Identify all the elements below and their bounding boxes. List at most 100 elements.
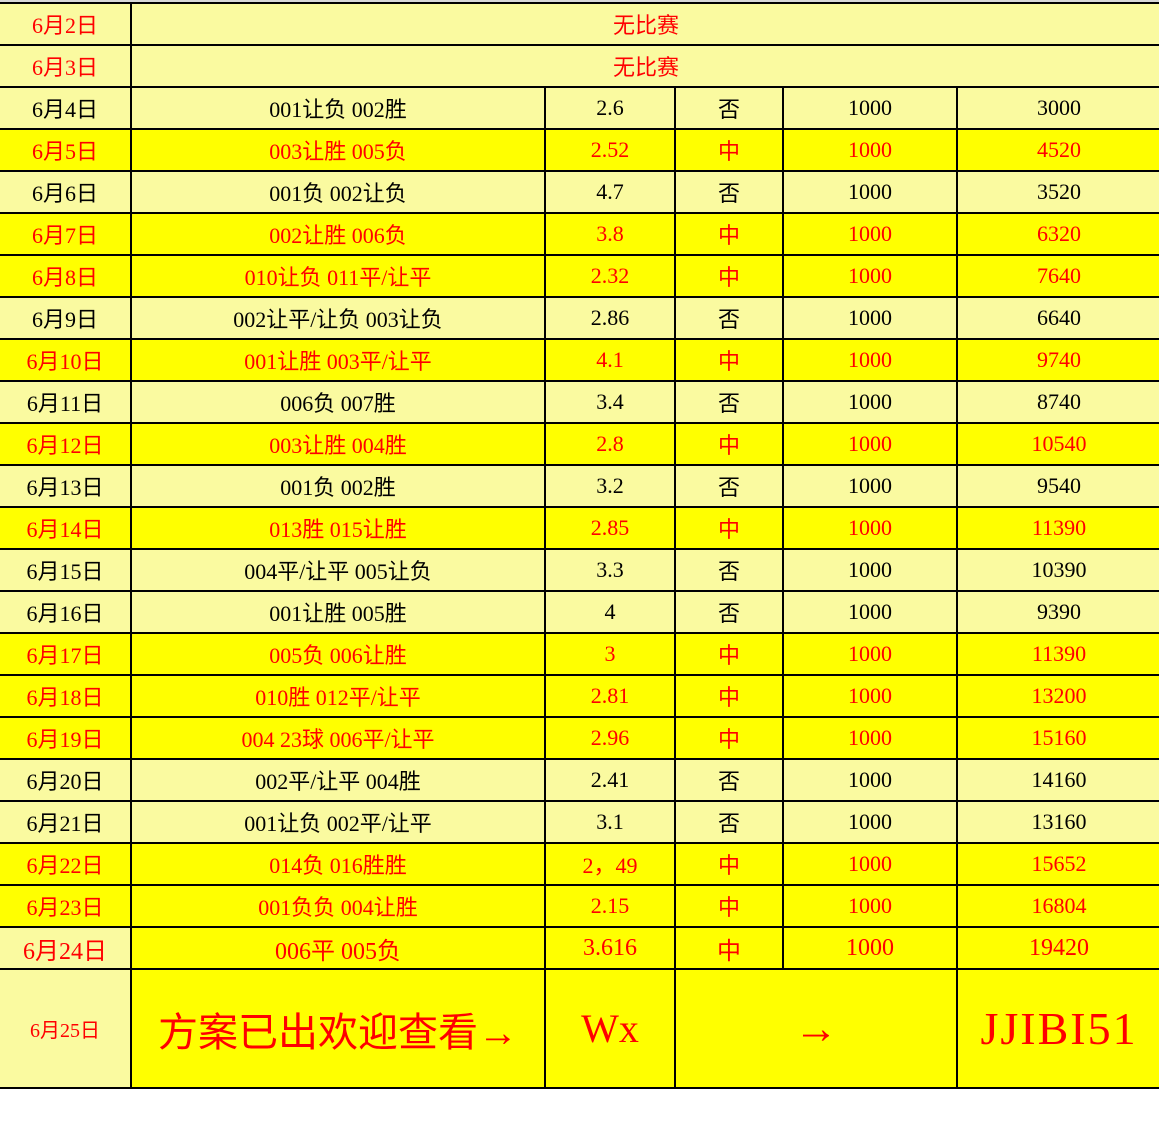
result-cell: 中	[674, 254, 784, 298]
stake-cell: 1000	[782, 758, 958, 802]
no-match-row: 6月3日 无比赛	[0, 44, 1159, 88]
result-cell: 否	[674, 590, 784, 634]
balance-cell: 6640	[955, 296, 1159, 340]
odds-cell: 3.3	[544, 548, 676, 592]
stake-cell: 1000	[782, 296, 958, 340]
date-cell: 6月11日	[0, 380, 132, 424]
stake-cell: 1000	[782, 632, 958, 676]
result-cell: 中	[674, 338, 784, 382]
date-cell: 6月16日	[0, 590, 132, 634]
picks-cell: 001让胜 005胜	[130, 590, 546, 634]
odds-cell: 2，49	[544, 842, 676, 886]
result-cell: 中	[674, 716, 784, 760]
stake-cell: 1000	[782, 128, 958, 172]
odds-cell: 4.7	[544, 170, 676, 214]
table-row: 6月11日 006负 007胜 3.4 否 1000 8740	[0, 380, 1159, 424]
table-row: 6月24日 006平 005负 3.616 中 1000 19420	[0, 926, 1159, 970]
stake-cell: 1000	[782, 212, 958, 256]
date-cell: 6月14日	[0, 506, 132, 550]
balance-cell: 4520	[955, 128, 1159, 172]
result-cell: 否	[674, 380, 784, 424]
no-match-cell: 无比赛	[129, 2, 1159, 46]
odds-cell: 2.32	[544, 254, 676, 298]
odds-cell: 2.96	[544, 716, 676, 760]
result-cell: 中	[674, 674, 784, 718]
balance-cell: 7640	[955, 254, 1159, 298]
top-border	[0, 0, 1159, 2]
result-cell: 中	[674, 926, 784, 970]
stake-cell: 1000	[782, 254, 958, 298]
balance-cell: 15652	[955, 842, 1159, 886]
balance-cell: 6320	[955, 212, 1159, 256]
table-row: 6月10日 001让胜 003平/让平 4.1 中 1000 9740	[0, 338, 1159, 382]
odds-cell: 3.4	[544, 380, 676, 424]
balance-cell: 13200	[955, 674, 1159, 718]
date-cell: 6月18日	[0, 674, 132, 718]
date-cell: 6月12日	[0, 422, 132, 466]
date-cell: 6月17日	[0, 632, 132, 676]
stake-cell: 1000	[782, 590, 958, 634]
odds-cell: 3.616	[544, 926, 676, 970]
picks-cell: 006平 005负	[130, 926, 546, 970]
table-row: 6月13日 001负 002胜 3.2 否 1000 9540	[0, 464, 1159, 508]
result-cell: 否	[674, 758, 784, 802]
code-cell: JJIBI51	[955, 968, 1159, 1089]
odds-cell: 2.81	[544, 674, 676, 718]
date-cell: 6月2日	[0, 2, 132, 46]
table-row: 6月21日 001让负 002平/让平 3.1 否 1000 13160	[0, 800, 1159, 844]
picks-cell: 004平/让平 005让负	[130, 548, 546, 592]
date-cell: 6月8日	[0, 254, 132, 298]
balance-cell: 3000	[955, 86, 1159, 130]
odds-cell: 2.86	[544, 296, 676, 340]
table-row: 6月6日 001负 002让负 4.7 否 1000 3520	[0, 170, 1159, 214]
final-row: 6月25日 方案已出欢迎查看→ Wx → JJIBI51	[0, 968, 1159, 1089]
picks-cell: 010胜 012平/让平	[130, 674, 546, 718]
result-cell: 否	[674, 464, 784, 508]
odds-cell: 2.6	[544, 86, 676, 130]
table-row: 6月15日 004平/让平 005让负 3.3 否 1000 10390	[0, 548, 1159, 592]
table-row: 6月8日 010让负 011平/让平 2.32 中 1000 7640	[0, 254, 1159, 298]
table-row: 6月4日 001让负 002胜 2.6 否 1000 3000	[0, 86, 1159, 130]
odds-cell: 4	[544, 590, 676, 634]
balance-cell: 19420	[955, 926, 1159, 970]
balance-cell: 10390	[955, 548, 1159, 592]
picks-cell: 003让胜 004胜	[130, 422, 546, 466]
table-row: 6月5日 003让胜 005负 2.52 中 1000 4520	[0, 128, 1159, 172]
result-cell: 中	[674, 128, 784, 172]
stake-cell: 1000	[782, 422, 958, 466]
stake-cell: 1000	[782, 380, 958, 424]
stake-cell: 1000	[782, 842, 958, 886]
table-row: 6月9日 002让平/让负 003让负 2.86 否 1000 6640	[0, 296, 1159, 340]
odds-cell: 2.8	[544, 422, 676, 466]
balance-cell: 15160	[955, 716, 1159, 760]
balance-cell: 14160	[955, 758, 1159, 802]
date-cell: 6月3日	[0, 44, 132, 88]
picks-cell: 010让负 011平/让平	[130, 254, 546, 298]
stake-cell: 1000	[782, 548, 958, 592]
results-table: 6月2日 无比赛 6月3日 无比赛 6月4日 001让负 002胜 2.6 否 1000…	[0, 2, 1159, 1089]
table-row: 6月19日 004 23球 006平/让平 2.96 中 1000 15160	[0, 716, 1159, 760]
date-cell: 6月6日	[0, 170, 132, 214]
odds-cell: 3	[544, 632, 676, 676]
odds-cell: 3.1	[544, 800, 676, 844]
balance-cell: 9740	[955, 338, 1159, 382]
odds-cell: 2.85	[544, 506, 676, 550]
picks-cell: 004 23球 006平/让平	[130, 716, 546, 760]
stake-cell: 1000	[782, 338, 958, 382]
result-cell: 中	[674, 842, 784, 886]
result-cell: 否	[674, 170, 784, 214]
odds-cell: 2.15	[544, 884, 676, 928]
result-cell: 否	[674, 548, 784, 592]
table-row: 6月14日 013胜 015让胜 2.85 中 1000 11390	[0, 506, 1159, 550]
picks-cell: 001让负 002胜	[130, 86, 546, 130]
no-match-row: 6月2日 无比赛	[0, 2, 1159, 46]
stake-cell: 1000	[782, 884, 958, 928]
picks-cell: 002让平/让负 003让负	[130, 296, 546, 340]
table-row: 6月16日 001让胜 005胜 4 否 1000 9390	[0, 590, 1159, 634]
balance-cell: 9540	[955, 464, 1159, 508]
odds-cell: 4.1	[544, 338, 676, 382]
balance-cell: 16804	[955, 884, 1159, 928]
table-row: 6月12日 003让胜 004胜 2.8 中 1000 10540	[0, 422, 1159, 466]
table-row: 6月20日 002平/让平 004胜 2.41 否 1000 14160	[0, 758, 1159, 802]
date-cell: 6月4日	[0, 86, 132, 130]
